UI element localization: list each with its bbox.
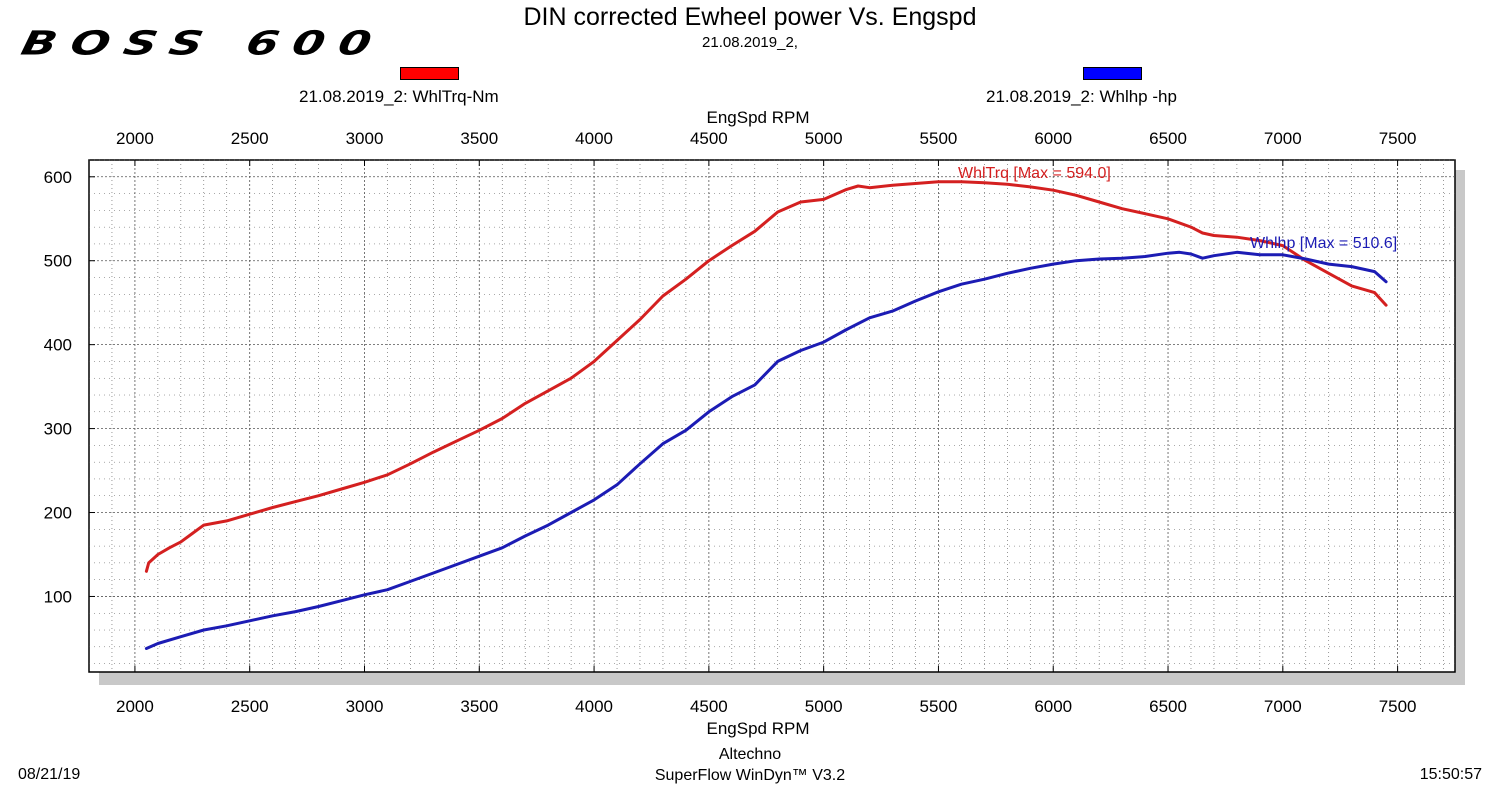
footer-time: 15:50:57 <box>1419 766 1482 783</box>
footer-date: 08/21/19 <box>18 766 81 783</box>
x-tick-label-bottom: 4000 <box>575 697 613 716</box>
x-tick-label-bottom: 2000 <box>116 697 154 716</box>
x-tick-label-top: 3500 <box>460 129 498 148</box>
x-tick-label-bottom: 5500 <box>920 697 958 716</box>
grid-lines <box>89 159 1455 672</box>
x-tick-label-bottom: 5000 <box>805 697 843 716</box>
x-tick-label-top: 6500 <box>1149 129 1187 148</box>
x-tick-label-bottom: 6000 <box>1034 697 1072 716</box>
x-tick-label-bottom: 7500 <box>1379 697 1417 716</box>
x-axis-label-bottom: EngSpd RPM <box>707 719 810 738</box>
power-series-line <box>144 250 1388 650</box>
y-tick-label: 200 <box>44 504 72 523</box>
legend-swatch-torque <box>400 67 459 80</box>
chart-title: DIN corrected Ewheel power Vs. Engspd <box>523 3 977 31</box>
x-tick-label-bottom: 2500 <box>231 697 269 716</box>
x-tick-label-bottom: 3000 <box>346 697 384 716</box>
y-tick-label: 400 <box>44 336 72 355</box>
y-tick-label: 300 <box>44 420 72 439</box>
x-tick-label-top: 7000 <box>1264 129 1302 148</box>
axis-ticks: 2000 2000 2500 2500 3000 3000 3500 3500 4000 4000… <box>44 129 1417 716</box>
series-layer <box>144 180 1388 650</box>
footer-company: Altechno <box>718 746 782 763</box>
x-tick-label-top: 5500 <box>920 129 958 148</box>
x-tick-label-top: 5000 <box>805 129 843 148</box>
power-max-annotation: Whlhp [Max = 510.6] <box>1250 235 1397 252</box>
x-tick-label-top: 3000 <box>346 129 384 148</box>
legend-swatch-power <box>1083 67 1142 80</box>
x-axis-label-top: EngSpd RPM <box>707 108 810 127</box>
legend-label-torque: 21.08.2019_2: WhlTrq-Nm <box>299 87 499 106</box>
y-tick-label: 100 <box>44 587 72 606</box>
x-tick-label-top: 2500 <box>231 129 269 148</box>
torque-series-line <box>144 180 1388 573</box>
x-tick-label-bottom: 4500 <box>690 697 728 716</box>
x-tick-label-top: 4000 <box>575 129 613 148</box>
x-tick-label-bottom: 7000 <box>1264 697 1302 716</box>
footer-software: SuperFlow WinDyn™ V3.2 <box>654 767 846 784</box>
legend-label-power: 21.08.2019_2: Whlhp -hp <box>986 87 1177 106</box>
x-tick-label-bottom: 6500 <box>1149 697 1187 716</box>
plot-frame <box>88 159 1456 673</box>
y-tick-label: 500 <box>44 252 72 271</box>
x-tick-label-top: 6000 <box>1034 129 1072 148</box>
chart-subtitle: 21.08.2019_2, <box>702 34 798 51</box>
x-tick-label-top: 4500 <box>690 129 728 148</box>
x-tick-label-bottom: 3500 <box>460 697 498 716</box>
y-tick-label: 600 <box>44 168 72 187</box>
x-tick-label-top: 7500 <box>1379 129 1417 148</box>
torque-max-annotation: WhlTrq [Max = 594.0] <box>958 165 1111 182</box>
x-tick-label-top: 2000 <box>116 129 154 148</box>
